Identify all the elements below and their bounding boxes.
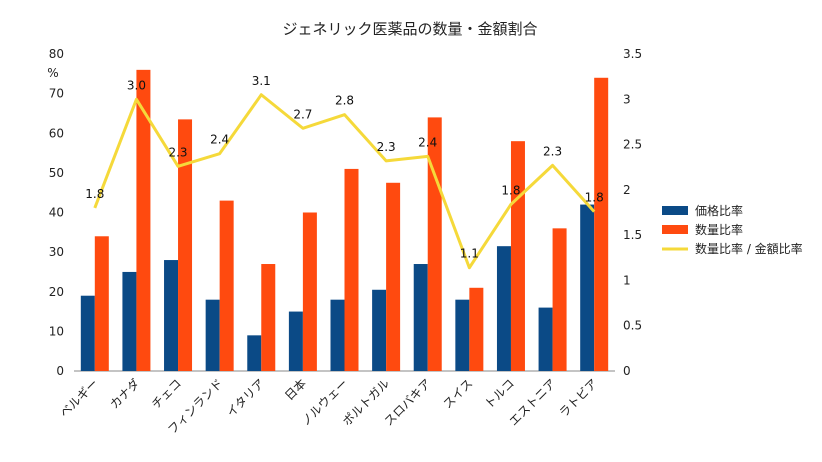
ratio-data-label: 1.8 [501,183,520,197]
bar-price-ratio [496,246,511,371]
right-tick-label: 3 [623,92,631,106]
left-tick-label: 60 [49,126,64,140]
ratio-line [93,93,596,270]
right-tick-label: 1 [623,273,631,287]
ratio-data-label: 1.1 [460,247,479,261]
ratio-data-label: 2.7 [293,107,312,121]
right-tick-label: 1.5 [623,228,642,242]
bar-price-ratio [455,299,470,371]
ratio-data-label: 1.8 [585,191,604,205]
left-tick-label: 0 [56,364,64,378]
ratio-data-label: 2.8 [335,94,354,108]
bar-volume-ratio [427,117,442,372]
left-axis-ticks: 0 10 20 30 40 50 60 70 80 [49,47,64,378]
ratio-data-label: 3.1 [252,74,271,88]
bar-price-ratio [288,311,303,371]
right-tick-label: 2 [623,183,631,197]
ratio-data-label: 2.4 [210,133,229,147]
legend-label: 数量比率 [695,222,743,237]
ratio-data-label: 3.0 [127,78,146,92]
bar-volume-ratio [178,119,193,371]
left-tick-label: 20 [49,285,64,299]
bar-volume-ratio [219,200,234,371]
bar-volume-ratio [261,264,276,371]
bar-volume-ratio [552,228,567,371]
left-tick-label: 70 [49,87,64,101]
ratio-data-label: 2.3 [377,140,396,154]
right-tick-label: 0 [623,364,631,378]
bar-volume-ratio [94,236,109,371]
right-tick-label: 3.5 [623,47,642,61]
bar-price-ratio [538,307,553,371]
bar-volume-ratio [136,69,151,371]
bar-volume-ratio [469,287,484,371]
category-label: トルコ [482,376,517,411]
category-label: スイス [440,376,475,411]
left-tick-label: 40 [49,206,64,220]
category-label: カナダ [106,376,142,412]
bar-volume-ratio [386,182,401,371]
bar-series [80,69,609,372]
category-label: ラトビア [556,376,600,420]
bar-price-ratio [122,271,137,371]
right-tick-label: 2.5 [623,138,642,152]
right-tick-label: 0.5 [623,319,642,333]
bar-price-ratio [372,289,387,371]
legend-swatch [662,206,688,215]
y-axis-unit: % [47,66,58,80]
right-axis-ticks: 0 0.5 1 1.5 2 2.5 3 3.5 [623,47,642,378]
left-tick-label: 50 [49,166,64,180]
category-label: 日本 [282,376,309,403]
category-label: チェコ [149,376,184,411]
left-tick-label: 30 [49,245,64,259]
chart-title: ジェネリック医薬品の数量・金額割合 [282,20,537,38]
ratio-data-label: 1.8 [85,187,104,201]
legend-label: 数量比率 / 金額比率 [695,241,803,256]
bar-price-ratio [330,299,345,371]
bar-volume-ratio [510,141,525,371]
legend-swatch [662,225,688,234]
bar-price-ratio [247,335,262,371]
ratio-data-label: 2.3 [168,145,187,159]
bar-price-ratio [164,260,179,371]
bar-price-ratio [413,264,428,371]
ratio-data-label: 2.4 [418,135,437,149]
category-label: イタリア [224,376,268,420]
left-tick-label: 80 [49,47,64,61]
left-tick-label: 10 [49,324,64,338]
bar-price-ratio [580,204,595,371]
bar-volume-ratio [302,212,317,371]
category-label: ベルギー [57,376,101,420]
line-series: 1.8 3.0 2.3 2.4 3.1 2.7 2.8 2.3 2.4 1.1 1.8 2.3 1.8 [85,74,604,270]
bar-volume-ratio [344,168,359,371]
legend-label: 価格比率 [695,203,743,218]
bar-price-ratio [80,295,95,371]
bar-volume-ratio [594,77,609,372]
bar-price-ratio [205,299,220,371]
ratio-data-label: 2.3 [543,144,562,158]
